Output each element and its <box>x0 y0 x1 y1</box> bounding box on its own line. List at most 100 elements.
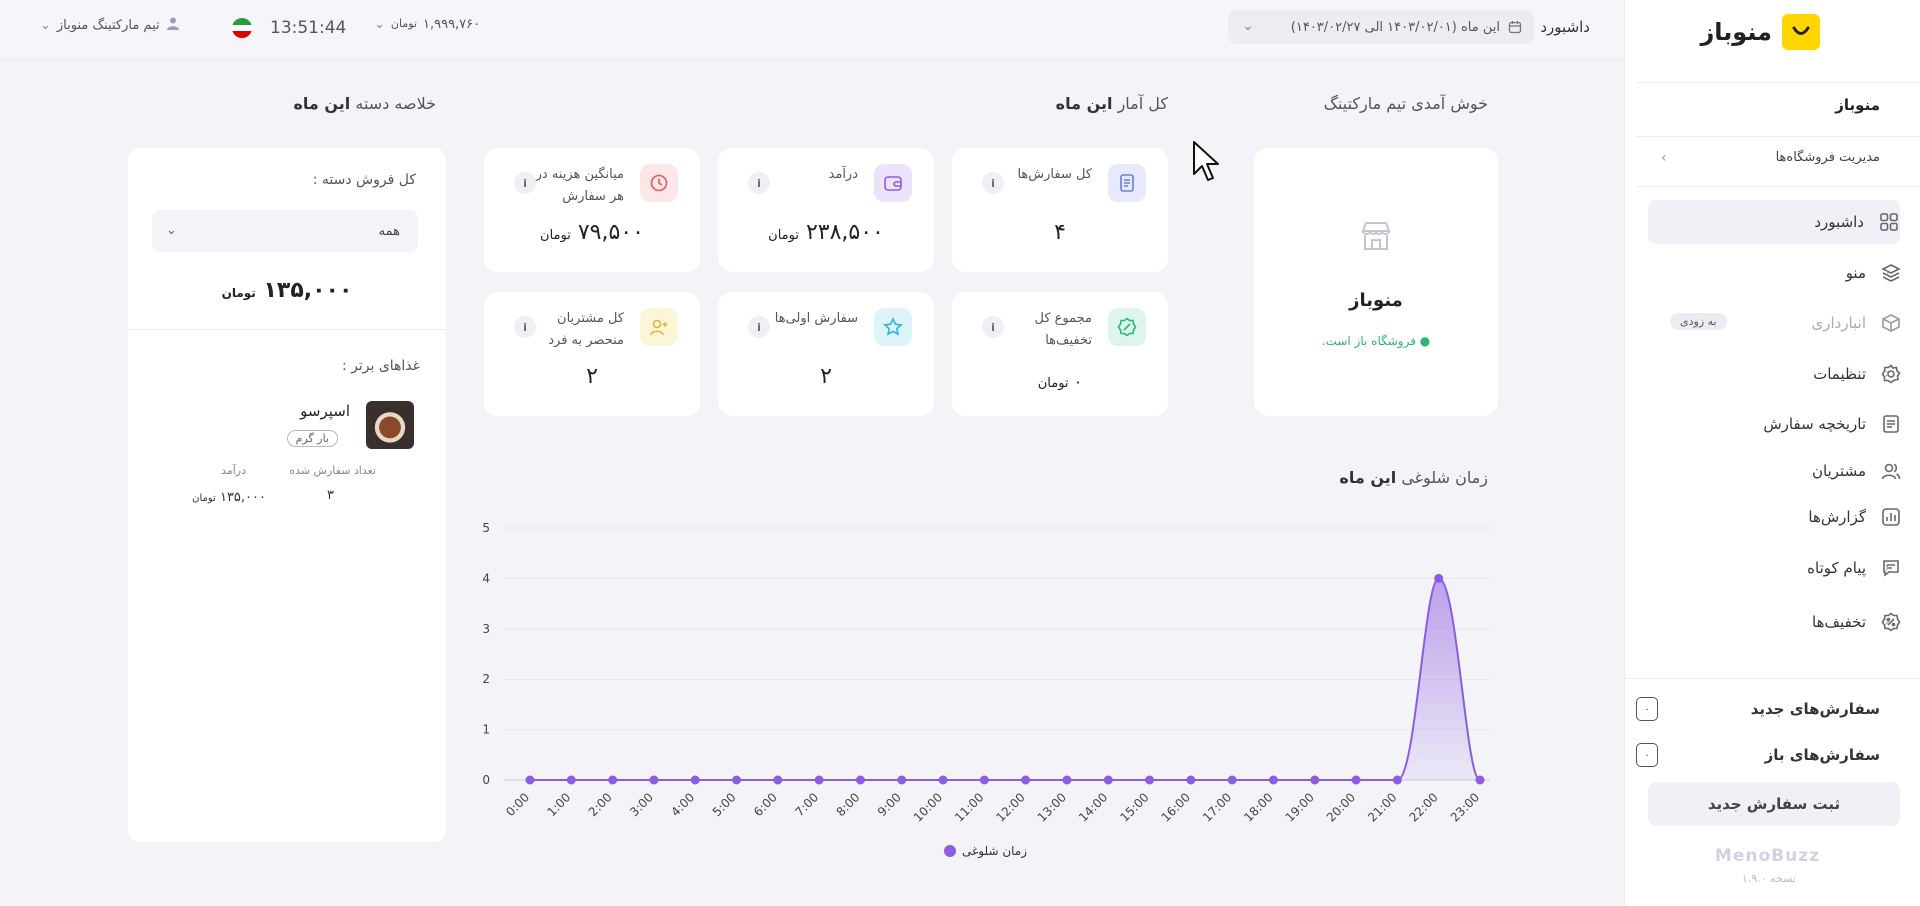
store-management-link[interactable]: مدیریت فروشگاه‌ها <box>1775 150 1880 165</box>
data-point[interactable] <box>649 775 659 785</box>
clock: 13:51:44 <box>270 18 347 38</box>
iran-flag-icon[interactable] <box>232 18 252 38</box>
data-point[interactable] <box>1103 775 1113 785</box>
info-icon[interactable]: i <box>982 172 1004 194</box>
info-icon[interactable]: i <box>748 316 770 338</box>
sidebar-item-label: منو <box>1845 264 1866 282</box>
document-icon <box>1108 164 1146 202</box>
data-point[interactable] <box>732 775 742 785</box>
data-point[interactable] <box>1475 775 1485 785</box>
data-point[interactable] <box>1392 775 1402 785</box>
data-point[interactable] <box>897 775 907 785</box>
food-revenue: ۱۳۵,۰۰۰ تومان <box>192 490 266 505</box>
brand-name: منوباز <box>1700 18 1772 46</box>
info-icon[interactable]: i <box>982 316 1004 338</box>
data-point[interactable] <box>814 775 824 785</box>
busy-time-heading: زمان شلوغی این ماه <box>1339 468 1488 487</box>
user-menu[interactable]: تیم مارکتینگ منوباز ⌄ <box>40 16 180 34</box>
x-tick-label: 13:00 <box>1035 790 1069 824</box>
x-tick-label: 15:00 <box>1117 790 1151 824</box>
users-icon <box>1880 460 1902 482</box>
sidebar-item-discounts[interactable]: تخفیف‌ها ‹ <box>1624 600 1920 644</box>
stat-card-total-orders: کل سفارش‌ها i ۴ <box>952 148 1168 272</box>
y-tick-label: 3 <box>482 622 490 636</box>
data-point[interactable] <box>1351 775 1361 785</box>
user-icon <box>166 16 180 34</box>
chevron-down-icon: ⌄ <box>166 223 177 238</box>
sidebar-item-reports[interactable]: گزارش‌ها <box>1624 495 1920 539</box>
x-tick-label: 22:00 <box>1406 790 1440 824</box>
y-tick-label: 1 <box>482 723 490 737</box>
new-orders-counter[interactable]: سفارش‌های جدید ۰ <box>1636 694 1880 724</box>
stats-heading-bold: این ماه <box>1055 94 1113 113</box>
stat-card-unique-customers: کل مشتریان منحصر به فرد i ۲ <box>484 292 700 416</box>
data-point[interactable] <box>608 775 618 785</box>
top-foods-title: غذاهای برتر : <box>341 358 420 374</box>
message-icon <box>1880 557 1902 579</box>
info-icon[interactable]: i <box>514 172 536 194</box>
coming-soon-badge: به زودی <box>1670 313 1727 330</box>
data-point[interactable] <box>566 775 576 785</box>
data-point[interactable] <box>1434 573 1444 583</box>
data-point[interactable] <box>1268 775 1278 785</box>
data-point[interactable] <box>1021 775 1031 785</box>
sidebar-item-customers[interactable]: مشتریان <box>1624 449 1920 493</box>
stat-value: ۲ <box>586 364 598 389</box>
brand-logo[interactable]: منوباز <box>1700 14 1820 50</box>
x-tick-label: 10:00 <box>911 790 945 824</box>
y-tick-label: 5 <box>482 521 490 535</box>
chevron-left-icon: ‹ <box>1884 614 1890 630</box>
wallet-balance[interactable]: ۱,۹۹۹,۷۶۰ تومان ⌄ <box>374 17 480 32</box>
grid-icon <box>1878 211 1900 233</box>
new-order-button[interactable]: ثبت سفارش جدید <box>1648 782 1900 826</box>
store-icon <box>1358 218 1394 254</box>
data-point[interactable] <box>855 775 865 785</box>
data-point[interactable] <box>773 775 783 785</box>
x-tick-label: 12:00 <box>993 790 1027 824</box>
sidebar-item-dashboard[interactable]: داشبورد <box>1648 200 1900 244</box>
data-point[interactable] <box>1062 775 1072 785</box>
data-point[interactable] <box>1227 775 1237 785</box>
data-point[interactable] <box>1310 775 1320 785</box>
sidebar-item-order-history[interactable]: تاریخچه سفارش <box>1624 402 1920 446</box>
topbar: داشبورد این ماه (۱۴۰۳/۰۲/۰۱ الی ۱۴۰۳/۰۲/… <box>0 0 1624 60</box>
breadcrumb: داشبورد <box>1540 18 1590 36</box>
stat-number: ۷۹,۵۰۰ <box>577 220 644 245</box>
sidebar-item-settings[interactable]: تنظیمات ‹ <box>1624 352 1920 396</box>
x-tick-label: 4:00 <box>668 790 697 819</box>
category-select[interactable]: همه ⌄ <box>152 210 418 252</box>
x-tick-label: 5:00 <box>710 790 739 819</box>
category-total-unit: تومان <box>221 286 256 300</box>
data-point[interactable] <box>1145 775 1155 785</box>
sidebar-item-sms[interactable]: پیام کوتاه ‹ <box>1624 546 1920 590</box>
stat-label: درآمد <box>828 167 858 182</box>
date-range-picker[interactable]: این ماه (۱۴۰۳/۰۲/۰۱ الی ۱۴۰۳/۰۲/۲۷) ⌄ <box>1228 10 1534 44</box>
wallet-icon <box>874 164 912 202</box>
data-point[interactable] <box>938 775 948 785</box>
balance-unit: تومان <box>390 17 417 30</box>
open-orders-counter[interactable]: سفارش‌های باز ۰ <box>1636 740 1880 770</box>
sidebar-item-inventory[interactable]: انبارداری به زودی <box>1624 301 1920 345</box>
store-name: منوباز <box>1349 290 1403 311</box>
x-tick-label: 11:00 <box>952 790 986 824</box>
x-tick-label: 6:00 <box>751 790 780 819</box>
chevron-left-icon: ‹ <box>1661 150 1667 166</box>
stat-label: سفارش اولی‌ها <box>774 311 858 326</box>
sidebar-item-menu[interactable]: منو ‹ <box>1624 251 1920 295</box>
info-icon[interactable]: i <box>514 316 536 338</box>
category-total-title: کل فروش دسته : <box>312 172 416 188</box>
food-revenue-label: درآمد <box>221 464 246 477</box>
divider <box>1636 136 1920 137</box>
mouse-cursor-icon <box>1193 141 1219 181</box>
x-tick-label: 19:00 <box>1283 790 1317 824</box>
data-point[interactable] <box>690 775 700 785</box>
logo-mark-icon <box>1782 14 1820 50</box>
data-point[interactable] <box>979 775 989 785</box>
data-point[interactable] <box>525 775 535 785</box>
store-card: منوباز ● فروشگاه باز است. <box>1254 148 1498 416</box>
stat-value: ۷۹,۵۰۰ تومان <box>484 220 700 245</box>
data-point[interactable] <box>1186 775 1196 785</box>
busy-time-chart: 0 1 2 3 4 5 0:00 1:00 2:00 3:00 4:00 5:00 6:00 7:00 8… <box>482 521 1490 825</box>
info-icon[interactable]: i <box>748 172 770 194</box>
chart-legend[interactable]: زمان شلوغی <box>944 844 1027 858</box>
